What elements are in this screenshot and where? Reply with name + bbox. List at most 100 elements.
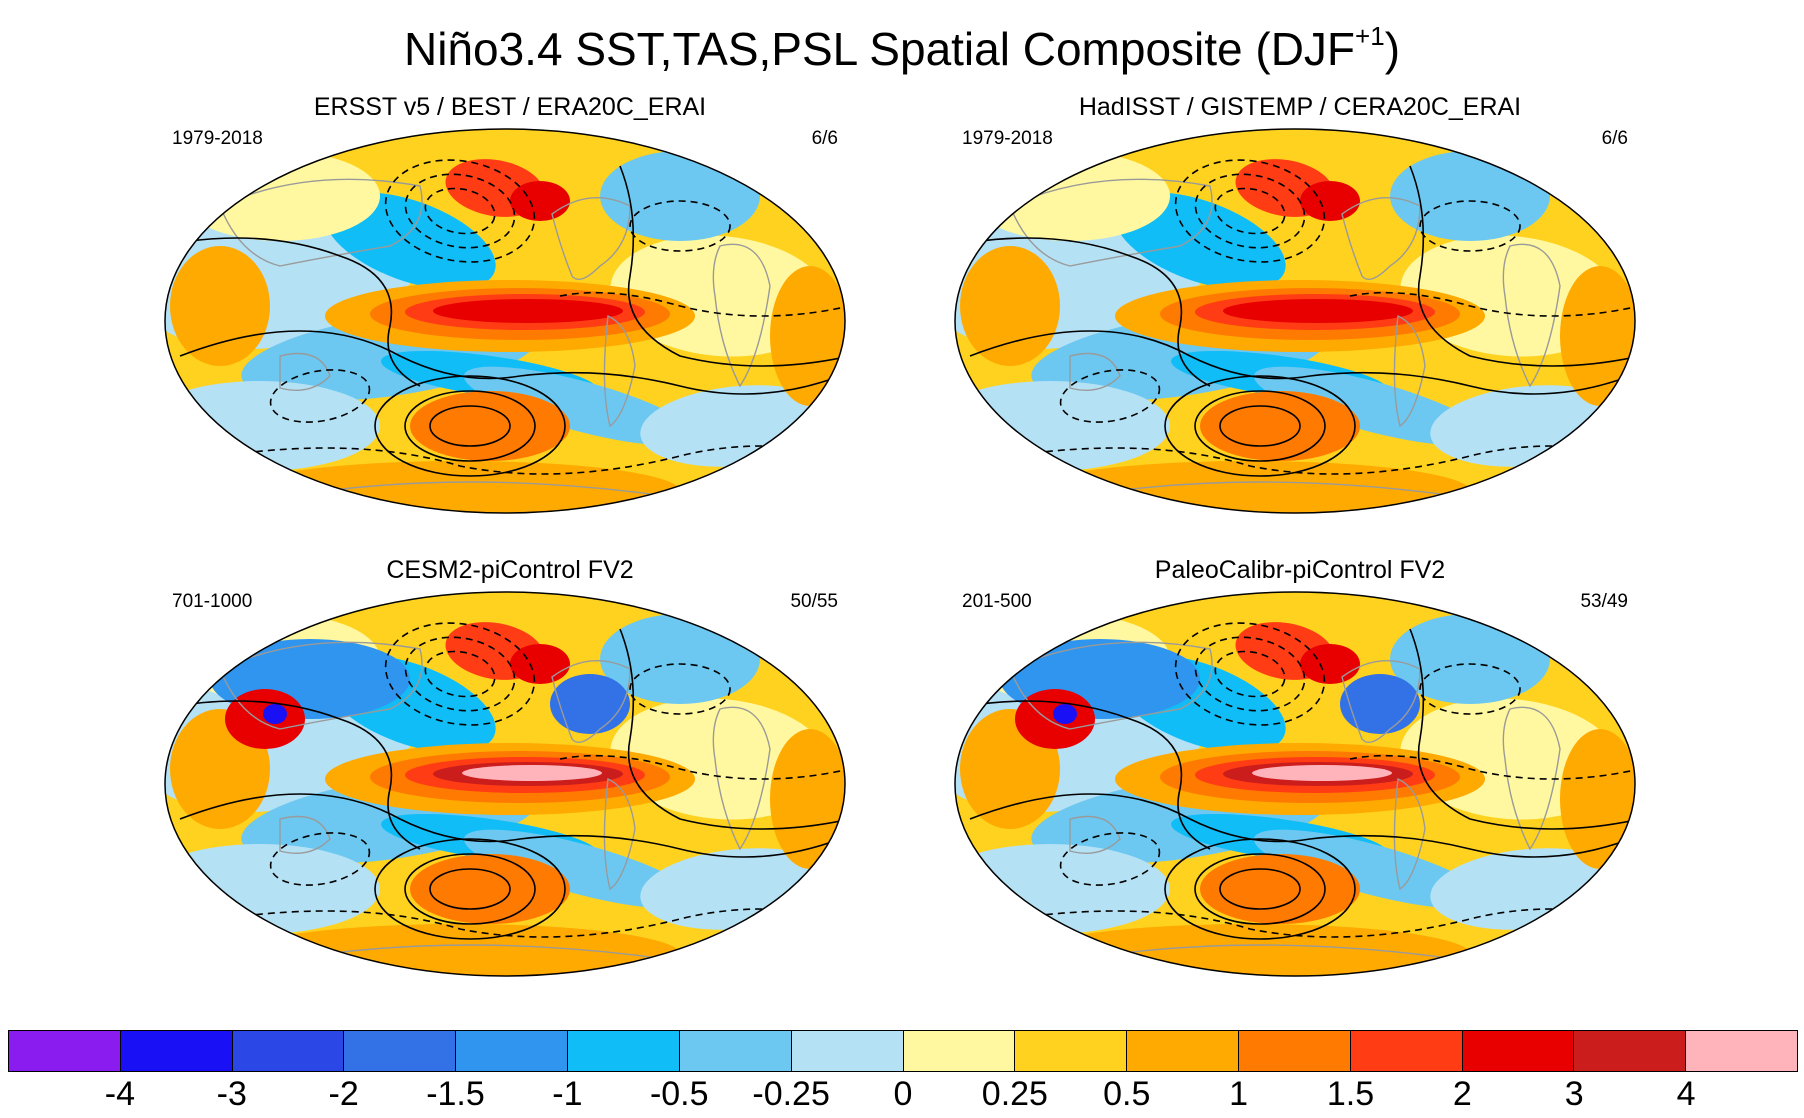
- colorbar-swatch: [791, 1031, 904, 1071]
- map-panel-cesm2: CESM2-piControl FV2 701-1000 50/55: [150, 555, 870, 985]
- psl-contour-positive: [165, 700, 421, 850]
- psl-contour-positive: [179, 793, 841, 858]
- psl-contour-negative: [404, 636, 516, 712]
- colorbar-swatch: [1462, 1031, 1575, 1071]
- africa-coastline: [712, 243, 771, 388]
- psl-contour-positive: [429, 405, 511, 447]
- colorbar-tick-label: -1.5: [426, 1075, 485, 1113]
- panel-title: PaleoCalibr-piControl FV2: [1154, 556, 1446, 584]
- map-panel-observed-1: ERSST v5 / BEST / ERA20C_ERAI 1979-2018 …: [150, 92, 870, 522]
- figure-title-suffix: ): [1384, 23, 1401, 75]
- panel-title: HadISST / GISTEMP / CERA20C_ERAI: [1078, 93, 1522, 121]
- warm-anomaly-region: [510, 181, 570, 221]
- psl-contour-negative: [1174, 622, 1326, 726]
- robinson-map: [164, 128, 846, 514]
- cool-anomaly-region: [600, 151, 760, 241]
- psl-contour-negative: [404, 173, 516, 249]
- colorbar-swatch: [120, 1031, 233, 1071]
- warm-anomaly-region: [1560, 729, 1635, 869]
- cool-anomaly-region: [1253, 829, 1487, 909]
- map-panel-observed-2: HadISST / GISTEMP / CERA20C_ERAI 1979-20…: [940, 92, 1660, 522]
- psl-contour-negative: [1059, 832, 1161, 886]
- warm-anomaly-region: [960, 246, 1060, 366]
- map-border: [164, 128, 846, 514]
- cool-anomaly-region: [1340, 674, 1420, 734]
- psl-contour-positive: [955, 237, 1211, 387]
- colorbar-tick-label: 0.25: [981, 1075, 1048, 1113]
- australia-coastline: [279, 815, 331, 854]
- psl-contour-negative: [384, 159, 536, 263]
- psl-contour-positive: [619, 628, 845, 830]
- africa-coastline: [1502, 243, 1561, 388]
- colorbar-swatch: [679, 1031, 792, 1071]
- psl-contour-positive: [955, 700, 1211, 850]
- cool-anomaly-region: [550, 674, 630, 734]
- psl-contour-positive: [1194, 390, 1326, 462]
- colorbar-swatch: [1574, 1031, 1687, 1071]
- nino-peak-anomaly: [462, 765, 602, 781]
- psl-contour-negative: [424, 650, 496, 698]
- colorbar-tick-label: -0.25: [752, 1075, 830, 1113]
- colorbar-tick-label: -1: [552, 1075, 583, 1113]
- nino-peak-anomaly: [1223, 299, 1413, 323]
- map-border: [954, 591, 1636, 977]
- panel-period: 201-500: [962, 591, 1032, 612]
- colorbar-tick-label: 0: [893, 1075, 913, 1113]
- psl-contour-negative: [1349, 291, 1635, 317]
- south-america-coastline: [603, 777, 636, 891]
- colorbar-swatch: [903, 1031, 1016, 1071]
- neutral-anomaly-region: [180, 151, 380, 241]
- map-panel-paleocalibr: PaleoCalibr-piControl FV2 201-500 53/49: [940, 555, 1660, 985]
- colorbar-swatch: [232, 1031, 345, 1071]
- psl-contour-negative: [384, 622, 536, 726]
- figure-title-text: Niño3.4 SST,TAS,PSL Spatial Composite (D…: [403, 23, 1356, 75]
- psl-contour-positive: [1164, 375, 1356, 477]
- australia-coastline: [1069, 352, 1121, 391]
- psl-contour-negative: [629, 200, 731, 252]
- psl-contour-negative: [1194, 636, 1306, 712]
- eurasia-coastline: [219, 178, 423, 267]
- colorbar-tick-label: 1.5: [1326, 1075, 1375, 1113]
- psl-contour-negative: [219, 445, 845, 475]
- cool-anomaly-region: [263, 704, 287, 724]
- robinson-map: [954, 128, 1636, 514]
- panel-event-count: 50/55: [790, 591, 838, 612]
- warm-anomaly-region: [1200, 854, 1360, 924]
- africa-coastline: [1502, 706, 1561, 851]
- psl-contour-negative: [1214, 650, 1286, 698]
- eurasia-coastline: [1009, 641, 1213, 730]
- panel-period: 1979-2018: [962, 128, 1053, 149]
- nino-peak-anomaly: [433, 299, 623, 323]
- north-america-coastline: [1341, 196, 1421, 280]
- warm-anomaly-region: [410, 391, 570, 461]
- warm-anomaly-region: [1300, 181, 1360, 221]
- psl-contour-negative: [269, 369, 371, 423]
- panel-event-count: 6/6: [811, 128, 838, 149]
- cool-anomaly-region: [1390, 151, 1550, 241]
- colorbar-swatch: [1015, 1031, 1128, 1071]
- psl-contour-negative: [1059, 369, 1161, 423]
- panel-title: ERSST v5 / BEST / ERA20C_ERAI: [313, 93, 707, 121]
- psl-contour-positive: [374, 838, 566, 940]
- psl-contour-positive: [969, 330, 1631, 395]
- panel-event-count: 53/49: [1580, 591, 1628, 612]
- psl-contour-positive: [1164, 838, 1356, 940]
- psl-contour-negative: [559, 291, 845, 317]
- colorbar-tick-label: -3: [216, 1075, 247, 1113]
- warm-anomaly-region: [1200, 391, 1360, 461]
- panel-period: 701-1000: [172, 591, 253, 612]
- south-america-coastline: [1393, 314, 1426, 428]
- warm-anomaly-region: [510, 644, 570, 684]
- colorbar-swatch: [568, 1031, 680, 1071]
- colorbar-tick-label: 1: [1229, 1075, 1249, 1113]
- warm-anomaly-region: [410, 854, 570, 924]
- colorbar-tick-label: -0.5: [649, 1075, 709, 1113]
- psl-contour-positive: [1409, 628, 1635, 830]
- psl-contour-negative: [1349, 754, 1635, 780]
- colorbar-swatch: [1350, 1031, 1463, 1071]
- colorbar-tick-label: 0.5: [1103, 1075, 1151, 1113]
- psl-contour-negative: [424, 187, 496, 235]
- panel-title: CESM2-piControl FV2: [386, 556, 634, 584]
- psl-contour-positive: [404, 853, 536, 925]
- psl-contour-positive: [969, 793, 1631, 858]
